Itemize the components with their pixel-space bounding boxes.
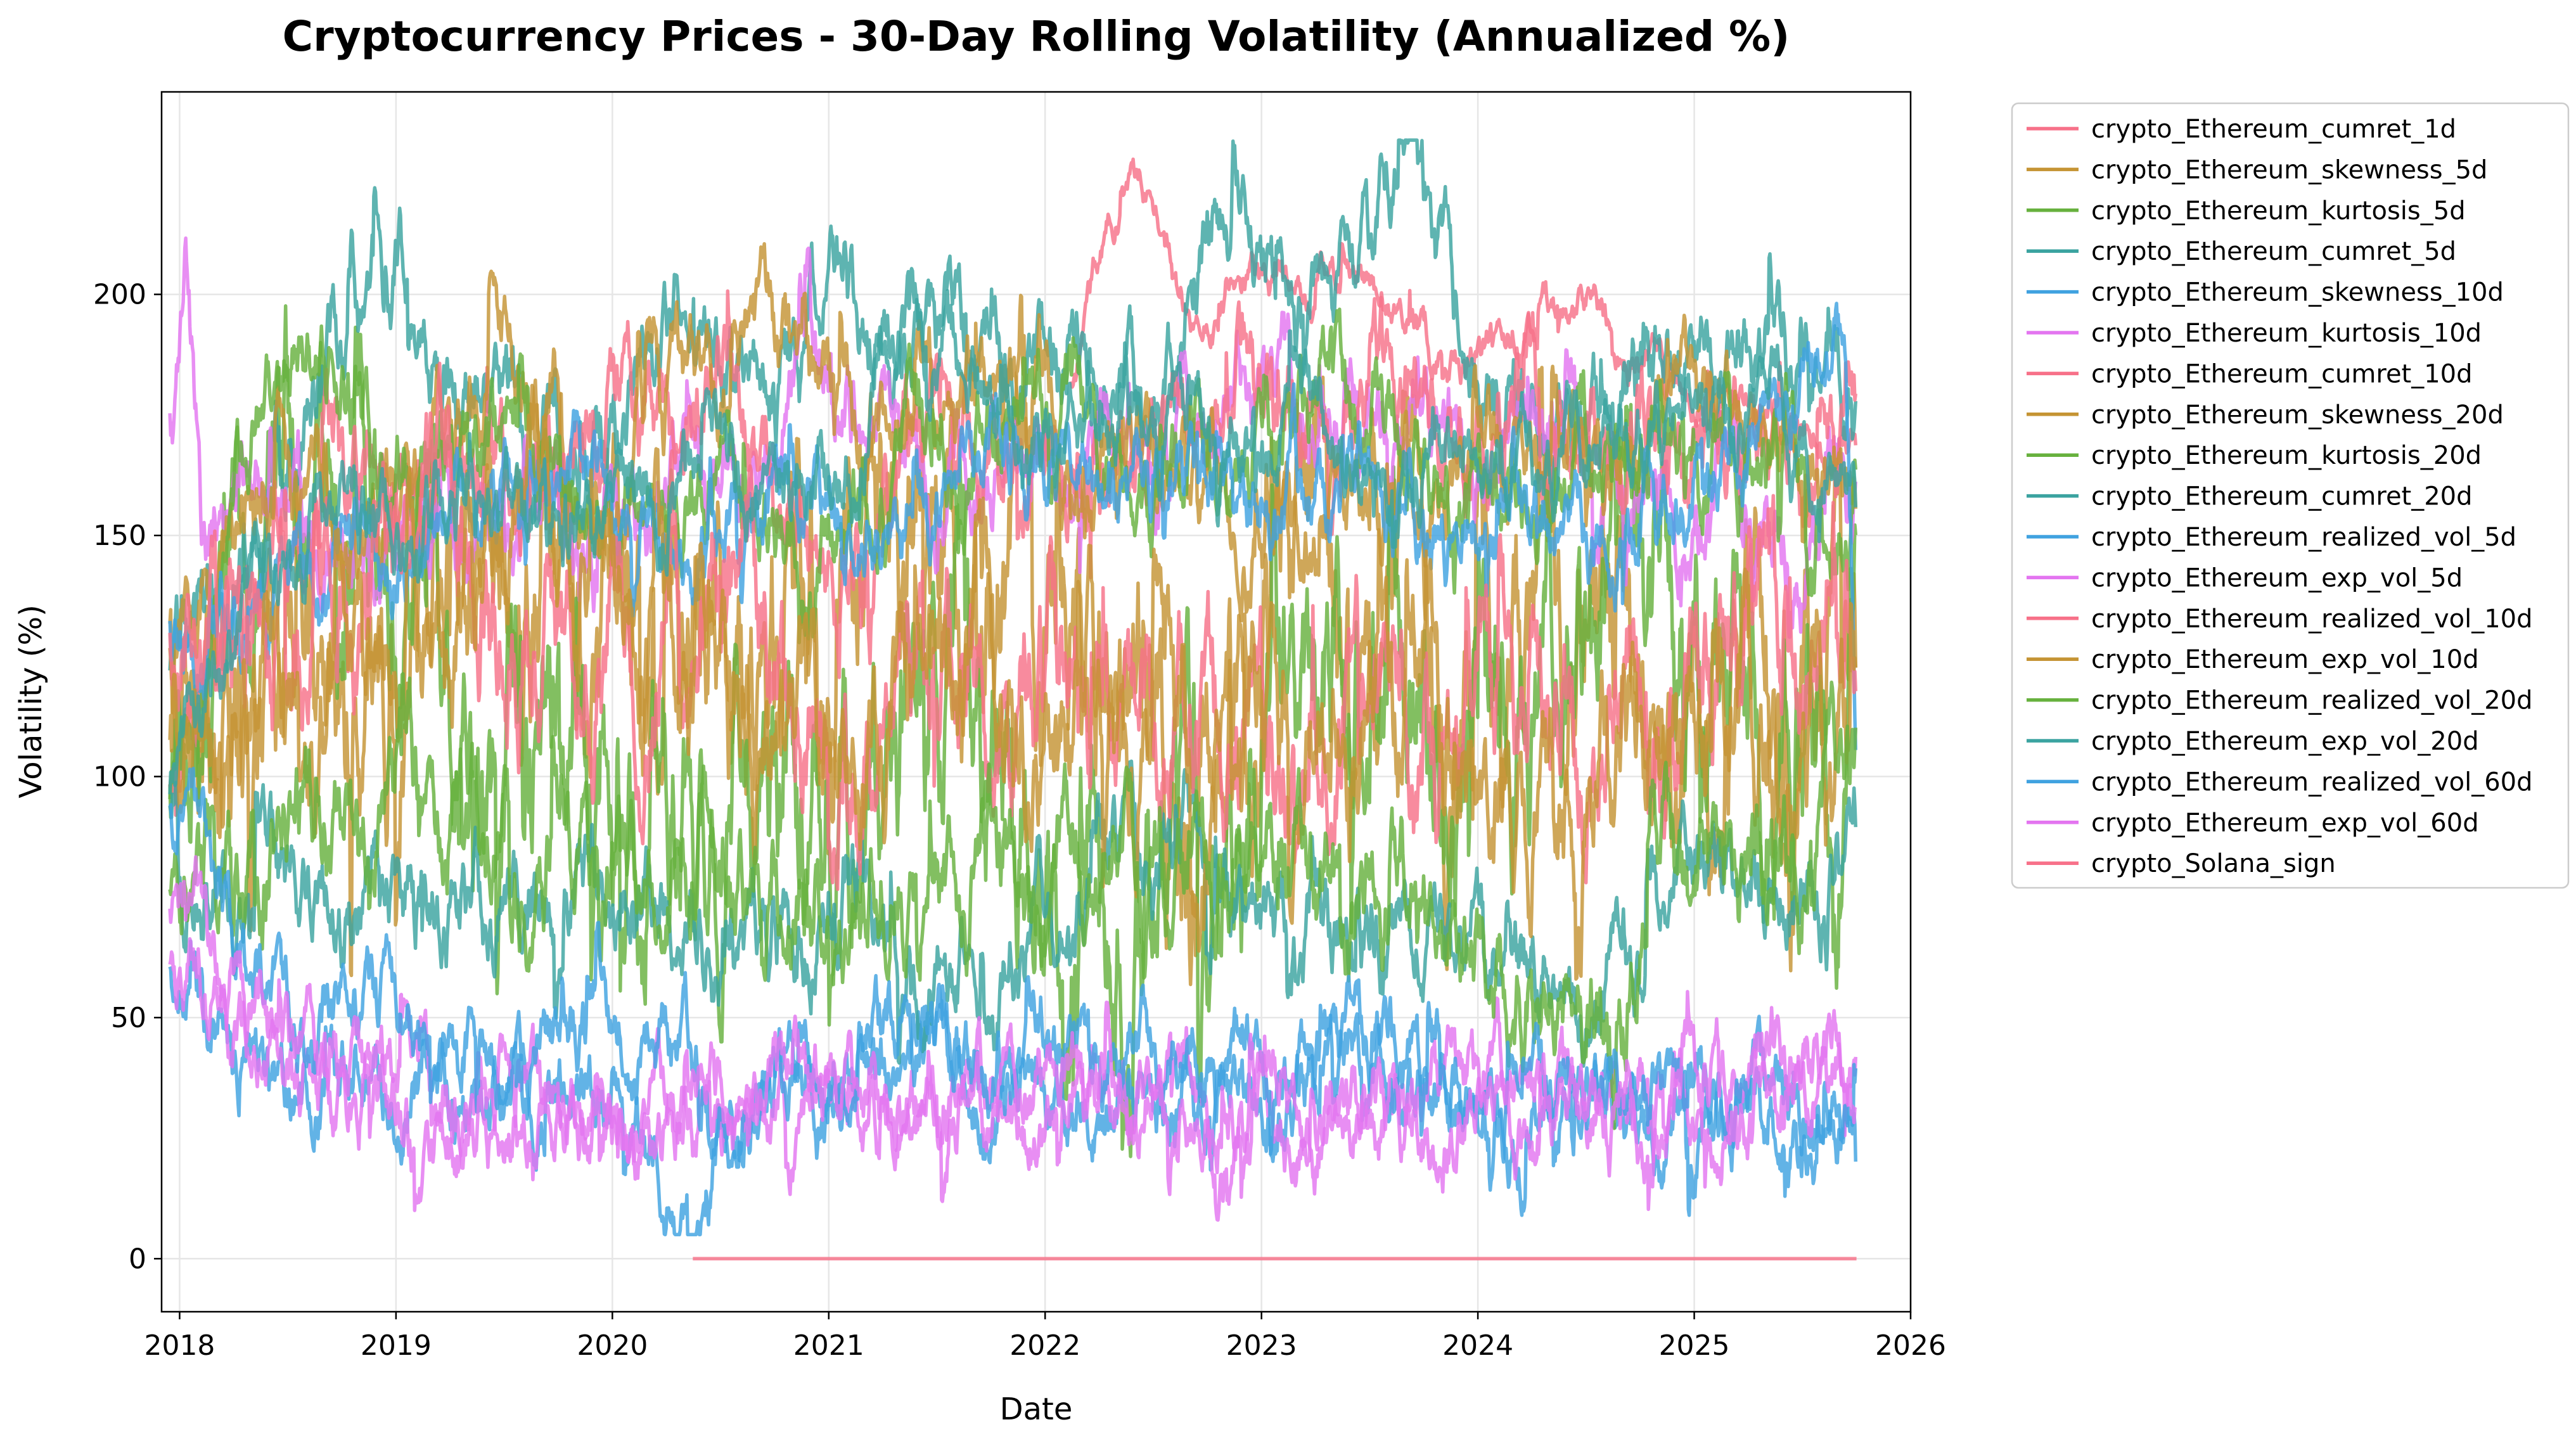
legend-entry-label: crypto_Ethereum_cumret_10d bbox=[2091, 359, 2473, 388]
legend-entry-label: crypto_Ethereum_realized_vol_20d bbox=[2091, 686, 2533, 715]
legend-entry-label: crypto_Ethereum_skewness_5d bbox=[2091, 155, 2487, 184]
series-lines bbox=[168, 138, 1858, 1261]
legend-entry-label: crypto_Ethereum_skewness_10d bbox=[2091, 278, 2504, 307]
legend-entry-label: crypto_Ethereum_kurtosis_10d bbox=[2091, 319, 2482, 348]
x-tick-label: 2024 bbox=[1442, 1329, 1513, 1362]
y-tick-label: 150 bbox=[93, 520, 146, 552]
legend-entry-label: crypto_Ethereum_exp_vol_60d bbox=[2091, 809, 2479, 838]
y-tick-label: 0 bbox=[129, 1243, 146, 1275]
x-tick-label: 2025 bbox=[1659, 1329, 1730, 1362]
x-tick-label: 2022 bbox=[1009, 1329, 1080, 1362]
legend-entry-label: crypto_Ethereum_skewness_20d bbox=[2091, 400, 2504, 430]
legend-entry-label: crypto_Ethereum_realized_vol_10d bbox=[2091, 605, 2533, 634]
legend-entry-label: crypto_Ethereum_realized_vol_60d bbox=[2091, 767, 2533, 797]
series-line-18 bbox=[168, 855, 1857, 1212]
legend-entry-label: crypto_Ethereum_exp_vol_5d bbox=[2091, 563, 2463, 592]
legend-box bbox=[2011, 102, 2570, 889]
legend-entry-label: crypto_Ethereum_kurtosis_5d bbox=[2091, 196, 2466, 226]
legend-entry-label: crypto_Ethereum_cumret_5d bbox=[2091, 237, 2456, 266]
legend: crypto_Ethereum_cumret_1d crypto_Ethereum… bbox=[2011, 102, 2570, 889]
x-tick-label: 2023 bbox=[1226, 1329, 1297, 1362]
legend-entry-label: crypto_Ethereum_realized_vol_5d bbox=[2091, 523, 2516, 552]
legend-entry-label: crypto_Ethereum_exp_vol_20d bbox=[2091, 727, 2479, 756]
plot-frame bbox=[160, 91, 1912, 1313]
axis-ticks: 2018 2019 2020 2021 2022 2023 2024 2025 2026 0 50 1… bbox=[93, 279, 1946, 1362]
legend-entry-label: crypto_Ethereum_cumret_20d bbox=[2091, 482, 2473, 511]
y-axis-title: Volatility (%) bbox=[13, 605, 49, 798]
x-tick-label: 2026 bbox=[1875, 1329, 1946, 1362]
x-axis-title: Date bbox=[1000, 1392, 1073, 1427]
series-line-15 bbox=[168, 672, 1858, 1130]
legend-entry-label: crypto_Solana_sign bbox=[2091, 849, 2336, 878]
legend-entry-label: crypto_Ethereum_kurtosis_20d bbox=[2091, 441, 2482, 470]
legend-entry-label: crypto_Ethereum_exp_vol_10d bbox=[2091, 645, 2479, 674]
legend-entry-label: crypto_Ethereum_cumret_1d bbox=[2091, 115, 2456, 144]
x-tick-label: 2021 bbox=[793, 1329, 864, 1362]
y-tick-label: 200 bbox=[93, 279, 146, 311]
series-line-10 bbox=[168, 759, 1858, 1068]
series-line-14 bbox=[168, 383, 1858, 981]
y-tick-label: 100 bbox=[93, 760, 146, 793]
series-line-16 bbox=[168, 267, 1858, 795]
x-tick-label: 2018 bbox=[144, 1329, 215, 1362]
chart-title: Cryptocurrency Prices - 30-Day Rolling V… bbox=[283, 12, 1790, 61]
x-tick-label: 2020 bbox=[577, 1329, 648, 1362]
y-tick-label: 50 bbox=[111, 1002, 146, 1034]
x-tick-label: 2019 bbox=[361, 1329, 432, 1362]
